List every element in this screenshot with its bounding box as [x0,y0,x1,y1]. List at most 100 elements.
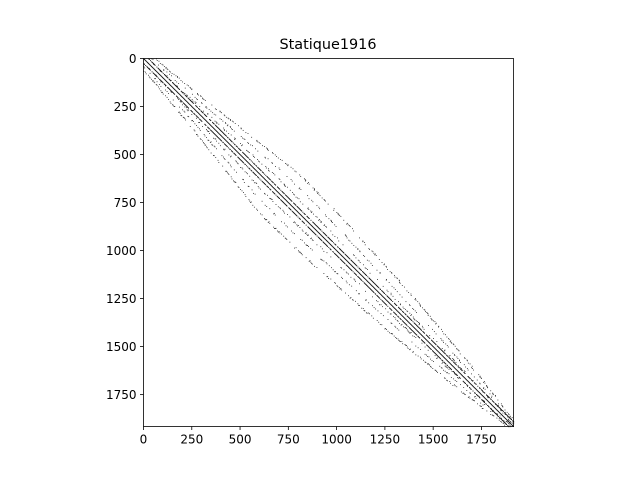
nonzero-entry [429,342,431,344]
nonzero-entry [387,319,389,320]
nonzero-entry [439,347,441,349]
nonzero-entry [280,199,282,201]
nonzero-entry [311,239,313,241]
nonzero-entry [219,134,221,136]
nonzero-entry [168,93,170,94]
nonzero-entry [357,249,359,250]
nonzero-entry [355,269,357,271]
nonzero-entry [228,133,230,134]
nonzero-entry [359,268,361,270]
nonzero-entry [256,183,258,184]
nonzero-entry [163,74,165,75]
nonzero-entry [313,189,315,191]
nonzero-entry [340,249,341,251]
nonzero-entry [271,172,273,173]
nonzero-entry [159,74,161,76]
nonzero-entry [469,397,471,399]
nonzero-entry [319,220,321,222]
nonzero-entry [191,89,193,91]
nonzero-entry [183,93,185,95]
nonzero-entry [341,289,343,291]
nonzero-entry [243,192,244,193]
nonzero-entry [316,235,318,237]
nonzero-entry [504,412,505,414]
nonzero-entry [325,240,327,241]
nonzero-entry [495,413,497,414]
nonzero-entry [409,322,411,324]
nonzero-entry [354,279,356,281]
nonzero-entry [413,331,415,333]
nonzero-entry [365,290,366,292]
nonzero-entry [262,172,264,173]
nonzero-entry [309,228,311,229]
nonzero-entry [385,304,387,306]
nonzero-entry [248,186,250,188]
nonzero-entry [324,199,326,201]
nonzero-entry [420,305,421,307]
nonzero-entry [219,139,221,141]
nonzero-entry [278,187,279,189]
nonzero-entry [254,163,256,165]
nonzero-entry [494,403,496,404]
nonzero-entry [373,307,375,309]
nonzero-entry [454,345,456,347]
nonzero-entry [465,366,467,368]
nonzero-entry [491,404,493,406]
nonzero-entry [399,317,401,319]
nonzero-entry [333,209,335,211]
nonzero-entry [283,193,285,195]
nonzero-entry [284,203,286,205]
nonzero-entry [291,210,293,212]
nonzero-entry [196,98,197,100]
nonzero-entry [466,390,468,391]
nonzero-entry [397,311,399,313]
nonzero-entry [316,244,318,246]
nonzero-entry [496,404,498,406]
nonzero-entry [296,210,298,212]
nonzero-entry [382,306,383,308]
nonzero-entry [460,368,461,370]
nonzero-entry [332,251,334,253]
nonzero-entry [199,138,201,140]
nonzero-entry [399,313,401,315]
nonzero-entry [359,237,360,239]
nonzero-entry [499,408,501,410]
nonzero-entry [346,255,348,257]
nonzero-entry [332,234,334,236]
nonzero-entry [479,376,481,378]
nonzero-entry [341,250,343,252]
nonzero-entry [472,380,474,382]
nonzero-entry [179,106,180,108]
nonzero-entry [401,296,403,298]
nonzero-entry [208,109,210,111]
nonzero-entry [222,137,224,139]
nonzero-entry [182,97,184,99]
nonzero-entry [205,124,207,126]
nonzero-entry [323,242,325,244]
nonzero-entry [499,412,501,414]
nonzero-entry [246,161,248,162]
nonzero-entry [183,110,185,112]
nonzero-entry [341,250,343,252]
nonzero-entry [357,275,359,277]
nonzero-entry [431,344,433,346]
nonzero-entry [507,420,509,422]
nonzero-entry [479,382,481,384]
nonzero-entry [307,216,309,218]
nonzero-entry [261,176,263,177]
nonzero-entry [206,147,208,149]
nonzero-entry [477,390,479,392]
nonzero-entry [319,195,321,197]
nonzero-entry [179,89,180,90]
nonzero-entry [371,265,373,266]
nonzero-entry [294,221,295,223]
nonzero-entry [505,424,507,425]
nonzero-entry [313,232,315,234]
nonzero-entry [251,165,253,167]
nonzero-entry [360,274,362,276]
nonzero-entry [274,183,275,185]
nonzero-entry [455,369,457,370]
nonzero-entry [280,233,282,235]
nonzero-entry [487,400,488,402]
nonzero-entry [254,173,256,175]
